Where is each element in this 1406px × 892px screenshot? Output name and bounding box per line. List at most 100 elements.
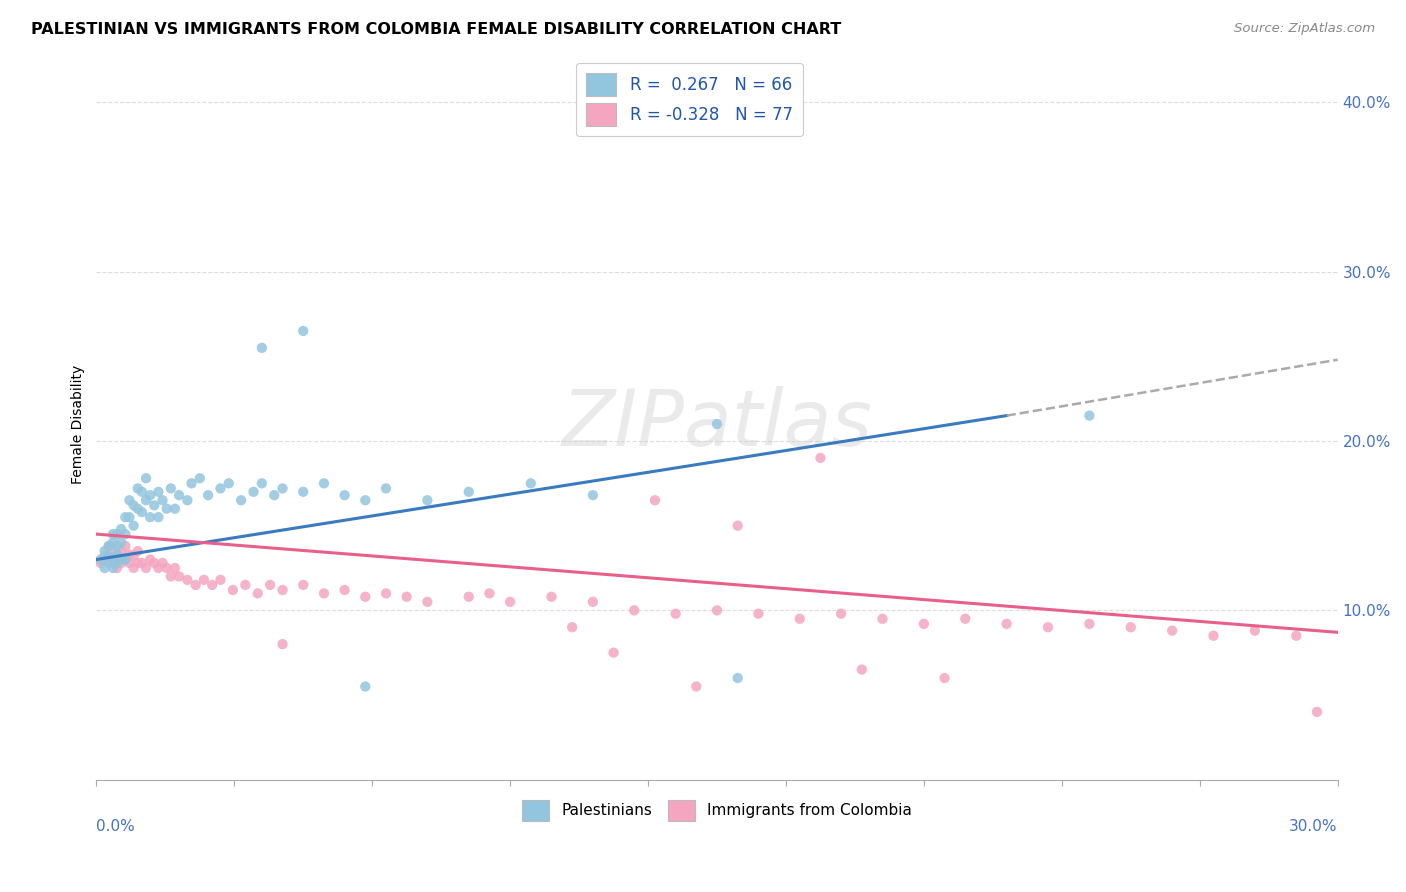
Point <box>582 595 605 609</box>
Legend: Palestinians, Immigrants from Colombia: Palestinians, Immigrants from Colombia <box>515 792 920 829</box>
Point <box>148 510 170 524</box>
Point <box>89 552 111 566</box>
Point <box>271 482 294 496</box>
Point <box>105 561 128 575</box>
Point <box>110 522 132 536</box>
Point <box>110 544 132 558</box>
Point <box>176 573 198 587</box>
Point <box>582 488 605 502</box>
Point <box>159 482 181 496</box>
Point <box>118 510 141 524</box>
Point <box>1078 409 1101 423</box>
Point <box>152 493 174 508</box>
Point <box>292 578 315 592</box>
Point <box>97 556 120 570</box>
Text: ZIPatlas: ZIPatlas <box>561 386 873 462</box>
Point <box>122 549 145 563</box>
Point <box>118 493 141 508</box>
Point <box>148 484 170 499</box>
Point <box>457 484 479 499</box>
Point <box>1244 624 1267 638</box>
Point <box>127 501 149 516</box>
Point <box>188 471 211 485</box>
Point <box>395 590 418 604</box>
Point <box>105 548 128 562</box>
Point <box>416 493 439 508</box>
Point <box>727 671 749 685</box>
Point <box>163 501 186 516</box>
Point <box>93 561 115 575</box>
Point <box>118 556 141 570</box>
Point <box>665 607 688 621</box>
Point <box>127 544 149 558</box>
Text: PALESTINIAN VS IMMIGRANTS FROM COLOMBIA FEMALE DISABILITY CORRELATION CHART: PALESTINIAN VS IMMIGRANTS FROM COLOMBIA … <box>31 22 841 37</box>
Point <box>209 482 232 496</box>
Point <box>110 556 132 570</box>
Point <box>114 510 136 524</box>
Point <box>110 535 132 549</box>
Point <box>209 573 232 587</box>
Point <box>143 499 166 513</box>
Point <box>139 552 162 566</box>
Point <box>250 341 273 355</box>
Point <box>163 561 186 575</box>
Point <box>176 493 198 508</box>
Point <box>110 552 132 566</box>
Point <box>292 484 315 499</box>
Point <box>1119 620 1142 634</box>
Point <box>122 518 145 533</box>
Point <box>457 590 479 604</box>
Point <box>602 646 624 660</box>
Point <box>114 552 136 566</box>
Point <box>97 549 120 563</box>
Point <box>934 671 956 685</box>
Point <box>148 561 170 575</box>
Point <box>685 680 707 694</box>
Point <box>706 417 728 431</box>
Point <box>180 476 202 491</box>
Point <box>246 586 269 600</box>
Point <box>167 488 190 502</box>
Point <box>333 582 356 597</box>
Point <box>105 539 128 553</box>
Point <box>520 476 543 491</box>
Point <box>872 612 894 626</box>
Point <box>135 561 157 575</box>
Point <box>354 590 377 604</box>
Point <box>789 612 811 626</box>
Point <box>201 578 224 592</box>
Point <box>222 582 245 597</box>
Point <box>156 501 179 516</box>
Point <box>135 493 157 508</box>
Point <box>1036 620 1059 634</box>
Point <box>706 603 728 617</box>
Point <box>101 552 124 566</box>
Text: 30.0%: 30.0% <box>1289 819 1337 834</box>
Point <box>93 549 115 563</box>
Point <box>912 616 935 631</box>
Point <box>101 535 124 549</box>
Point <box>197 488 219 502</box>
Point <box>167 569 190 583</box>
Point <box>105 549 128 563</box>
Point <box>139 488 162 502</box>
Point <box>1202 629 1225 643</box>
Point <box>184 578 207 592</box>
Point <box>101 561 124 575</box>
Point <box>131 556 153 570</box>
Point <box>101 544 124 558</box>
Point <box>105 527 128 541</box>
Point <box>131 505 153 519</box>
Point <box>97 539 120 553</box>
Point <box>292 324 315 338</box>
Point <box>271 637 294 651</box>
Text: Source: ZipAtlas.com: Source: ZipAtlas.com <box>1234 22 1375 36</box>
Point <box>139 510 162 524</box>
Point <box>156 561 179 575</box>
Point <box>127 556 149 570</box>
Point <box>623 603 645 617</box>
Point <box>114 539 136 553</box>
Point <box>118 548 141 562</box>
Point <box>312 476 335 491</box>
Point <box>242 484 264 499</box>
